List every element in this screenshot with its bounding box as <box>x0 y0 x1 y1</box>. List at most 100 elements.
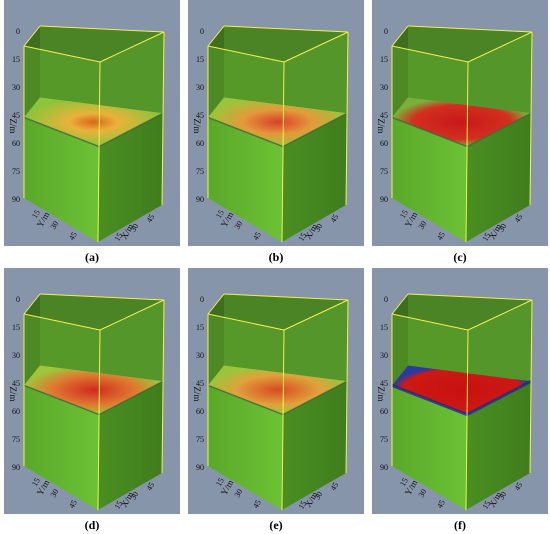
back-wall <box>40 294 164 382</box>
slice-plane <box>24 97 164 147</box>
box-edge <box>281 329 285 511</box>
box-edge <box>39 293 165 301</box>
box-edge <box>465 329 469 511</box>
z-axis-label: Z/m <box>8 119 18 134</box>
box-edge <box>207 25 225 47</box>
z-tick-label: 60 <box>12 407 20 416</box>
x-tick-label: 30 <box>313 222 325 233</box>
slice-plane <box>392 97 532 147</box>
y-tick-label: 15 <box>214 208 226 219</box>
y-tick-label: 45 <box>435 498 447 509</box>
slice-plane <box>208 365 348 415</box>
z-tick-label: 0 <box>16 27 20 36</box>
z-tick-label: 90 <box>380 195 388 204</box>
box-edge <box>97 61 101 243</box>
x-tick-label: 30 <box>497 222 509 233</box>
lower-right-face <box>282 381 348 510</box>
y-tick-label: 15 <box>398 208 410 219</box>
panel-caption: (d) <box>85 518 100 532</box>
z-tick-label: 90 <box>12 195 20 204</box>
x-tick-label: 45 <box>145 213 157 224</box>
z-tick-label: 15 <box>12 55 20 64</box>
back-wall <box>408 294 532 382</box>
z-tick-label: 30 <box>12 83 20 92</box>
y-tick-label: 30 <box>233 487 245 498</box>
z-tick-label: 45 <box>380 111 388 120</box>
y-tick-label: 45 <box>67 230 79 241</box>
box-edge <box>407 25 533 33</box>
z-axis-label: Z/m <box>376 387 386 402</box>
box-edge <box>283 31 349 63</box>
x-tick-label: 45 <box>513 481 525 492</box>
x-tick-label: 15 <box>481 499 493 510</box>
slice-plane <box>208 97 348 147</box>
z-tick-label: 0 <box>200 27 204 36</box>
x-tick-label: 45 <box>145 481 157 492</box>
z-tick-label: 60 <box>12 139 20 148</box>
z-axis-label: Z/m <box>8 387 18 402</box>
box-edge <box>529 31 533 206</box>
box-edge <box>391 293 409 315</box>
x-tick-label: 15 <box>297 499 309 510</box>
box-edge <box>391 313 469 331</box>
box-edge <box>283 299 349 331</box>
panel-caption: (b) <box>269 250 284 264</box>
back-wall <box>408 26 532 114</box>
z-tick-label: 15 <box>380 323 388 332</box>
slice-plane <box>24 365 164 415</box>
y-tick-label: 45 <box>435 230 447 241</box>
z-tick-label: 30 <box>196 83 204 92</box>
lower-right-face <box>466 381 532 510</box>
z-tick-label: 60 <box>380 139 388 148</box>
z-tick-label: 30 <box>380 351 388 360</box>
lower-left-face <box>24 385 100 510</box>
lower-left-face <box>208 385 284 510</box>
box-edge <box>407 293 533 301</box>
box-edge <box>161 31 165 206</box>
z-axis-label: Z/m <box>192 387 202 402</box>
lower-right-face <box>466 113 532 242</box>
z-tick-label: 0 <box>200 295 204 304</box>
box-edge <box>23 25 41 47</box>
z-tick-label: 30 <box>196 351 204 360</box>
z-tick-label: 90 <box>380 463 388 472</box>
lower-right-face <box>98 381 164 510</box>
x-tick-label: 15 <box>481 231 493 242</box>
z-tick-label: 60 <box>196 139 204 148</box>
box-edge <box>391 45 469 63</box>
y-tick-label: 30 <box>233 219 245 230</box>
y-tick-label: 45 <box>251 230 263 241</box>
panel-caption: (a) <box>85 250 99 264</box>
y-tick-label: 45 <box>67 498 79 509</box>
z-tick-label: 45 <box>12 111 20 120</box>
box-edge <box>23 293 41 315</box>
z-tick-label: 15 <box>196 55 204 64</box>
z-tick-label: 15 <box>380 55 388 64</box>
z-tick-label: 30 <box>380 83 388 92</box>
z-tick-label: 60 <box>380 407 388 416</box>
x-tick-label: 30 <box>313 490 325 501</box>
z-tick-label: 45 <box>196 111 204 120</box>
x-tick-label: 30 <box>129 222 141 233</box>
lower-right-face <box>282 113 348 242</box>
box-edge <box>281 61 285 243</box>
z-tick-label: 45 <box>196 379 204 388</box>
box-edge <box>207 313 285 331</box>
lower-left-face <box>24 117 100 242</box>
y-tick-label: 15 <box>30 208 42 219</box>
box-edge <box>161 299 165 474</box>
y-tick-label: 30 <box>417 487 429 498</box>
x-tick-label: 15 <box>113 231 125 242</box>
box-edge <box>23 313 101 331</box>
z-axis-label: Z/m <box>192 119 202 134</box>
back-wall <box>224 26 348 114</box>
z-tick-label: 15 <box>12 323 20 332</box>
panel-caption: (f) <box>454 518 466 532</box>
x-tick-label: 30 <box>497 490 509 501</box>
x-tick-label: 15 <box>297 231 309 242</box>
